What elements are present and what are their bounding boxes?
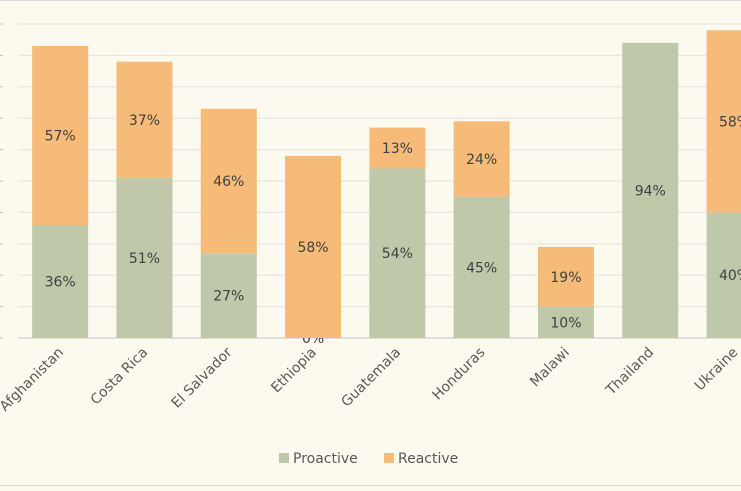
bar-reactive [453,121,510,197]
x-tick-label: El Salvador [169,344,236,411]
data-label: 51% [129,251,160,267]
x-tick-label: Thailand [603,345,658,400]
data-label: 54% [382,246,413,262]
data-label: 40% [719,268,741,284]
data-label: 36% [45,274,76,290]
bar-proactive [537,306,594,338]
legend-swatch-proactive [279,453,289,463]
data-label: 13% [382,141,413,157]
data-label: 10% [550,315,581,331]
bars: 36%57%51%37%27%46%0%58% 54%13%45%24%10%19… [32,30,741,347]
data-label: 24% [466,152,497,168]
x-tick-label: Honduras [430,345,489,404]
data-label: 57% [45,128,76,144]
data-label: 19% [550,270,581,286]
data-label: 94% [635,183,666,199]
bar-reactive [200,108,257,254]
data-label: 58% [297,240,328,256]
bar-reactive [32,45,89,225]
x-tick-label: Guatemala [338,345,404,411]
x-tick-label: Malawi [527,345,573,391]
legend-label-reactive: Reactive [398,451,458,467]
bar-proactive [116,177,173,338]
x-axis-labels: Afghanistan Costa Rica El Salvador Ethiopia… [0,344,741,414]
bar-proactive [32,224,89,338]
data-label: 46% [213,174,244,190]
data-label: 45% [466,260,497,276]
x-tick-label: Ukraine [692,345,741,395]
bar-proactive [706,212,741,338]
bar-reactive [116,61,173,178]
bar-proactive [369,168,426,338]
data-label: 27% [213,289,244,305]
bar-proactive [200,253,257,338]
legend-swatch-reactive [384,453,394,463]
bar-reactive [537,246,594,307]
x-tick-label: Ethiopia [268,345,320,397]
legend-label-proactive: Proactive [293,451,358,467]
data-label: 37% [129,113,160,129]
bar-proactive [622,42,679,339]
bar-proactive [453,196,510,338]
bar-reactive [706,30,741,213]
x-tick-label: Costa Rica [88,345,152,409]
bar-reactive [369,127,426,169]
data-label: 58% [719,114,741,130]
x-tick-label: Afghanistan [0,345,67,415]
bar-reactive [285,155,342,338]
legend: Proactive Reactive [279,451,458,467]
